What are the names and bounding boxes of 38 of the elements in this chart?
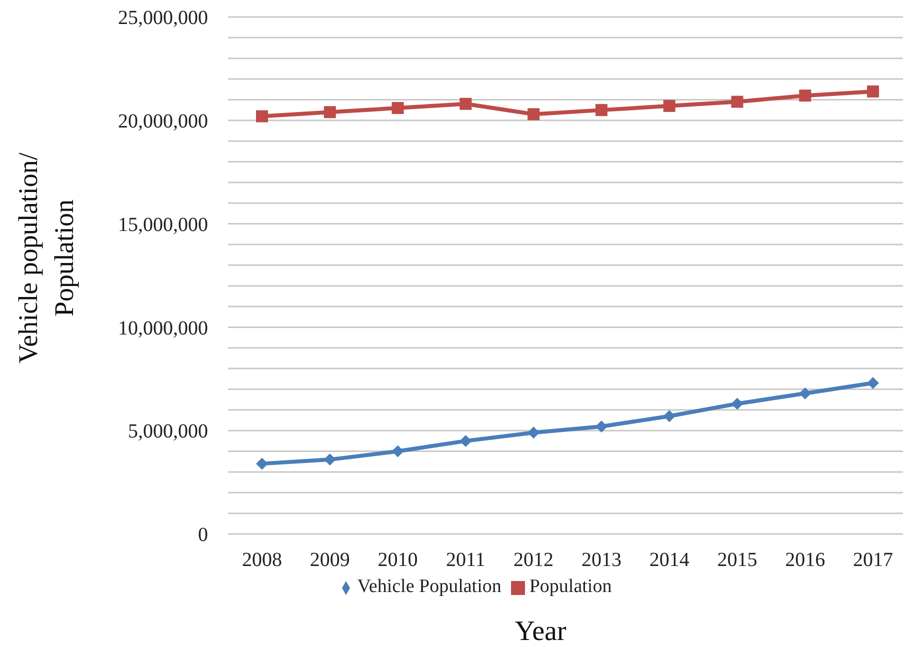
x-tick-label: 2013	[581, 549, 622, 572]
x-tick-label: 2012	[514, 549, 554, 572]
point	[256, 458, 268, 470]
point	[867, 377, 879, 390]
point	[324, 106, 336, 118]
point	[663, 410, 676, 422]
point	[460, 98, 472, 110]
y-tick-label: 5,000,000	[128, 420, 208, 443]
x-tick-label: 2010	[378, 549, 418, 572]
point	[867, 85, 879, 98]
y-tick-label: 15,000,000	[118, 214, 208, 236]
point	[392, 445, 404, 458]
x-tick-label: 2014	[649, 549, 690, 572]
point	[799, 90, 812, 102]
point	[256, 110, 268, 122]
x-tick-label: 2017	[853, 549, 893, 572]
y-tick-label: 10,000,000	[118, 317, 208, 340]
point	[528, 426, 540, 439]
y-tick-label: 25,000,000	[118, 7, 208, 30]
point	[731, 96, 744, 108]
x-tick-label: 2008	[242, 549, 282, 572]
point	[460, 434, 472, 447]
point	[731, 398, 744, 410]
point	[528, 108, 540, 120]
point	[663, 100, 676, 112]
y-axis-title: Vehicle population/ Population	[12, 152, 80, 364]
y-tick-label: 0	[198, 524, 208, 546]
x-axis-title: Year	[514, 616, 568, 647]
x-tick-label: 2015	[717, 549, 758, 572]
legend-label: Vehicle Population	[357, 576, 502, 597]
legend-label: Population	[529, 576, 612, 597]
y-tick-label: 20,000,000	[118, 110, 208, 132]
x-tick-label: 2016	[785, 549, 826, 572]
point	[799, 387, 812, 400]
point	[595, 104, 608, 116]
x-tick-label: 2009	[310, 549, 350, 572]
x-tick-label: 2011	[446, 549, 486, 572]
point	[392, 102, 404, 114]
